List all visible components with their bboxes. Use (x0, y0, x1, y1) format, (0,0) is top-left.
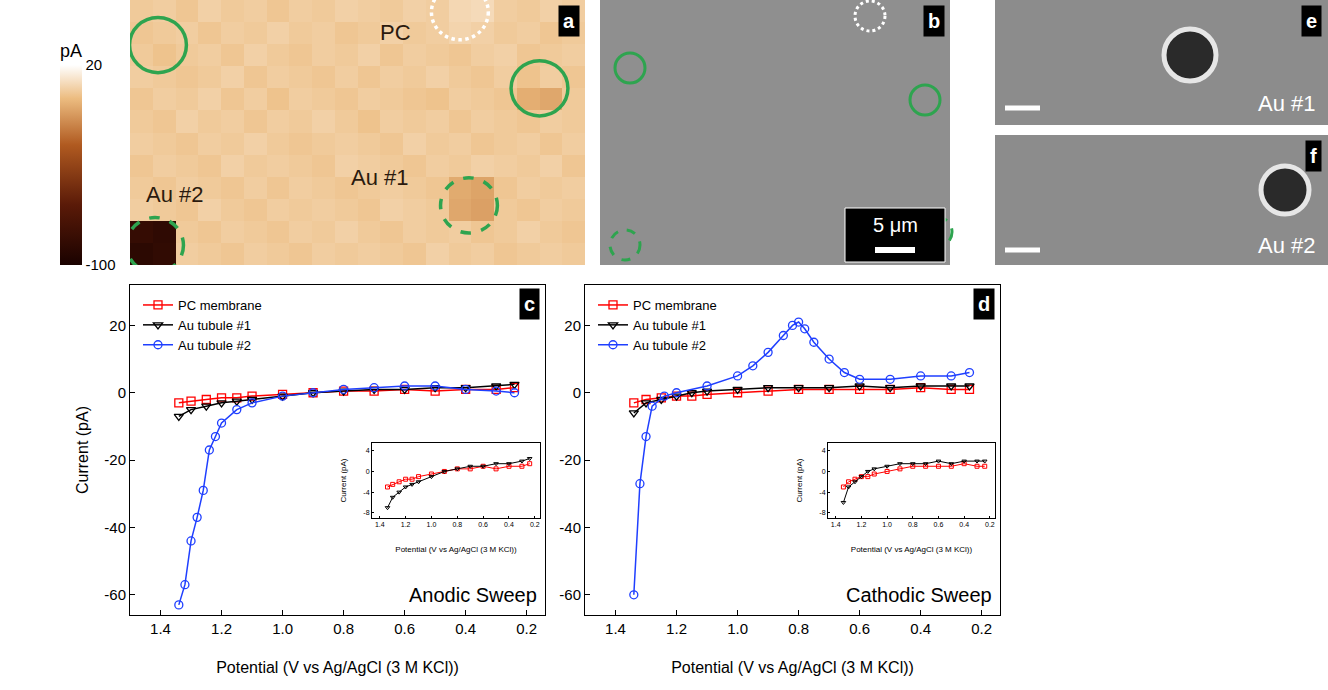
svg-text:Potential (V vs Ag/AgCl (3 M K: Potential (V vs Ag/AgCl (3 M KCl)) (395, 545, 517, 554)
svg-text:20: 20 (86, 56, 103, 73)
svg-text:Au #2: Au #2 (1258, 233, 1316, 258)
svg-text:Potential (V vs Ag/AgCl (3 M K: Potential (V vs Ag/AgCl (3 M KCl)) (671, 659, 914, 676)
svg-text:Current (pA): Current (pA) (339, 458, 348, 502)
svg-text:0.4: 0.4 (910, 620, 931, 637)
svg-text:Current (pA): Current (pA) (795, 458, 804, 502)
svg-text:c: c (524, 293, 535, 315)
svg-text:1.0: 1.0 (272, 620, 293, 637)
svg-text:PC membrane: PC membrane (633, 298, 717, 313)
svg-text:Au #1: Au #1 (351, 165, 409, 190)
svg-text:Au tubule #1: Au tubule #1 (633, 318, 706, 333)
svg-text:20: 20 (564, 317, 581, 334)
svg-text:1.0: 1.0 (427, 521, 437, 528)
svg-text:Au tubule #1: Au tubule #1 (178, 318, 251, 333)
svg-text:1.2: 1.2 (857, 521, 867, 528)
svg-text:pA: pA (60, 41, 82, 61)
svg-text:-8: -8 (363, 509, 369, 516)
svg-text:0.4: 0.4 (959, 521, 969, 528)
svg-text:Au tubule #2: Au tubule #2 (178, 338, 251, 353)
svg-text:0.4: 0.4 (455, 620, 476, 637)
svg-text:1.2: 1.2 (211, 620, 232, 637)
svg-text:Potential (V vs Ag/AgCl (3 M K: Potential (V vs Ag/AgCl (3 M KCl)) (851, 545, 973, 554)
svg-text:1.0: 1.0 (727, 620, 748, 637)
svg-text:Au tubule #2: Au tubule #2 (633, 338, 706, 353)
svg-text:Anodic Sweep: Anodic Sweep (409, 584, 537, 606)
svg-text:PC membrane: PC membrane (178, 298, 262, 313)
svg-text:1.4: 1.4 (375, 521, 385, 528)
svg-text:0.2: 0.2 (971, 620, 992, 637)
svg-text:0.2: 0.2 (530, 521, 540, 528)
svg-text:20: 20 (109, 317, 126, 334)
svg-text:0: 0 (118, 384, 126, 401)
svg-text:1.4: 1.4 (831, 521, 841, 528)
svg-text:Cathodic Sweep: Cathodic Sweep (846, 584, 992, 606)
svg-text:-60: -60 (104, 586, 126, 603)
svg-text:-60: -60 (559, 586, 581, 603)
svg-text:Potential (V vs Ag/AgCl (3 M K: Potential (V vs Ag/AgCl (3 M KCl)) (216, 659, 459, 676)
svg-text:0.6: 0.6 (478, 521, 488, 528)
svg-text:-4: -4 (363, 489, 369, 496)
svg-text:0.8: 0.8 (908, 521, 918, 528)
svg-text:b: b (928, 10, 940, 32)
svg-text:0: 0 (822, 468, 826, 475)
svg-text:-40: -40 (559, 519, 581, 536)
svg-text:Au #1: Au #1 (1258, 91, 1316, 116)
svg-text:e: e (1306, 10, 1317, 32)
svg-text:4: 4 (822, 447, 826, 454)
svg-text:0: 0 (573, 384, 581, 401)
svg-text:1.2: 1.2 (401, 521, 411, 528)
svg-text:-4: -4 (819, 489, 825, 496)
svg-text:-20: -20 (559, 451, 581, 468)
svg-text:0.4: 0.4 (504, 521, 514, 528)
svg-text:1.4: 1.4 (150, 620, 171, 637)
svg-text:Au #2: Au #2 (146, 182, 204, 207)
svg-text:0.8: 0.8 (452, 521, 462, 528)
svg-text:-20: -20 (104, 451, 126, 468)
svg-text:4: 4 (366, 447, 370, 454)
svg-text:0.6: 0.6 (394, 620, 415, 637)
svg-text:0: 0 (366, 468, 370, 475)
svg-text:d: d (978, 293, 990, 315)
svg-text:1.4: 1.4 (605, 620, 626, 637)
svg-text:-100: -100 (86, 256, 116, 273)
svg-text:Current (pA): Current (pA) (74, 406, 91, 494)
svg-text:0.8: 0.8 (333, 620, 354, 637)
svg-text:0.2: 0.2 (985, 521, 995, 528)
svg-text:f: f (1310, 145, 1317, 167)
svg-text:0.8: 0.8 (788, 620, 809, 637)
svg-text:0.6: 0.6 (849, 620, 870, 637)
svg-text:5 μm: 5 μm (873, 214, 918, 236)
svg-text:1.0: 1.0 (882, 521, 892, 528)
svg-text:-40: -40 (104, 519, 126, 536)
svg-text:0.2: 0.2 (516, 620, 537, 637)
svg-text:0.6: 0.6 (934, 521, 944, 528)
svg-text:PC: PC (380, 20, 411, 45)
svg-text:-8: -8 (819, 509, 825, 516)
svg-text:1.2: 1.2 (666, 620, 687, 637)
svg-text:a: a (563, 10, 575, 32)
